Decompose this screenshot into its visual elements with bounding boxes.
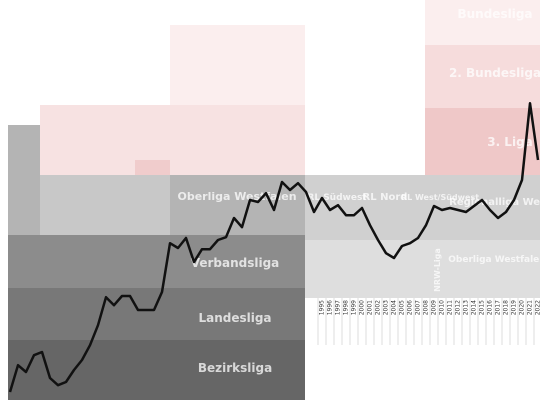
- x-tick-label: 2000: [359, 300, 366, 315]
- league-label: Bundesliga: [457, 7, 532, 21]
- league-label: RL West/Südwest: [401, 193, 479, 202]
- league-label: 3. Liga: [487, 135, 533, 149]
- league-label: Regionalliga West: [449, 197, 550, 208]
- x-tick-label: 2001: [367, 300, 374, 315]
- position-line: [8, 101, 540, 393]
- x-tick-label: 2013: [463, 300, 470, 315]
- league-label: Landesliga: [198, 311, 271, 325]
- x-tick-label: 1998: [343, 300, 350, 315]
- x-tick-label: 2017: [495, 300, 502, 315]
- x-tick-label: 2011: [447, 300, 454, 315]
- x-tick-label: 2019: [511, 300, 518, 315]
- x-tick-label: 2015: [479, 300, 486, 315]
- league-label: NRW-Liga: [433, 248, 442, 292]
- x-tick-label: 2014: [471, 300, 478, 315]
- league-bands: [8, 0, 540, 400]
- x-tick-label: 2005: [399, 300, 406, 315]
- x-tick-label: 1996: [327, 300, 334, 315]
- x-tick-label: 2003: [383, 300, 390, 315]
- x-tick-label: 1995: [319, 300, 326, 315]
- league-label: RL Nord: [363, 192, 408, 203]
- x-tick-label: 2018: [503, 300, 510, 315]
- x-tick-label: 1999: [351, 300, 358, 315]
- x-tick-label: 2012: [455, 300, 462, 315]
- x-tick-label: 2007: [415, 300, 422, 315]
- league-label: Verbandsliga: [191, 256, 280, 270]
- x-tick-label: 2006: [407, 300, 414, 315]
- x-tick-label: 2010: [439, 300, 446, 315]
- league-label: RL Südwest: [307, 193, 367, 203]
- league-label: 2. Bundesliga: [449, 66, 541, 80]
- x-tick-label: 2002: [375, 300, 382, 315]
- x-tick-label: 2016: [487, 300, 494, 315]
- league-label: Bezirksliga: [198, 361, 272, 375]
- x-tick-label: 2021: [527, 300, 534, 315]
- league-label: Oberliga Westfalen: [448, 255, 545, 265]
- x-tick-label: 2004: [391, 300, 398, 315]
- x-tick-label: 2022: [535, 300, 542, 315]
- x-tick-label: 2020: [519, 300, 526, 315]
- x-tick-label: 2008: [423, 300, 430, 315]
- x-tick-label: 2009: [431, 300, 438, 315]
- x-tick-label: 1997: [335, 300, 342, 315]
